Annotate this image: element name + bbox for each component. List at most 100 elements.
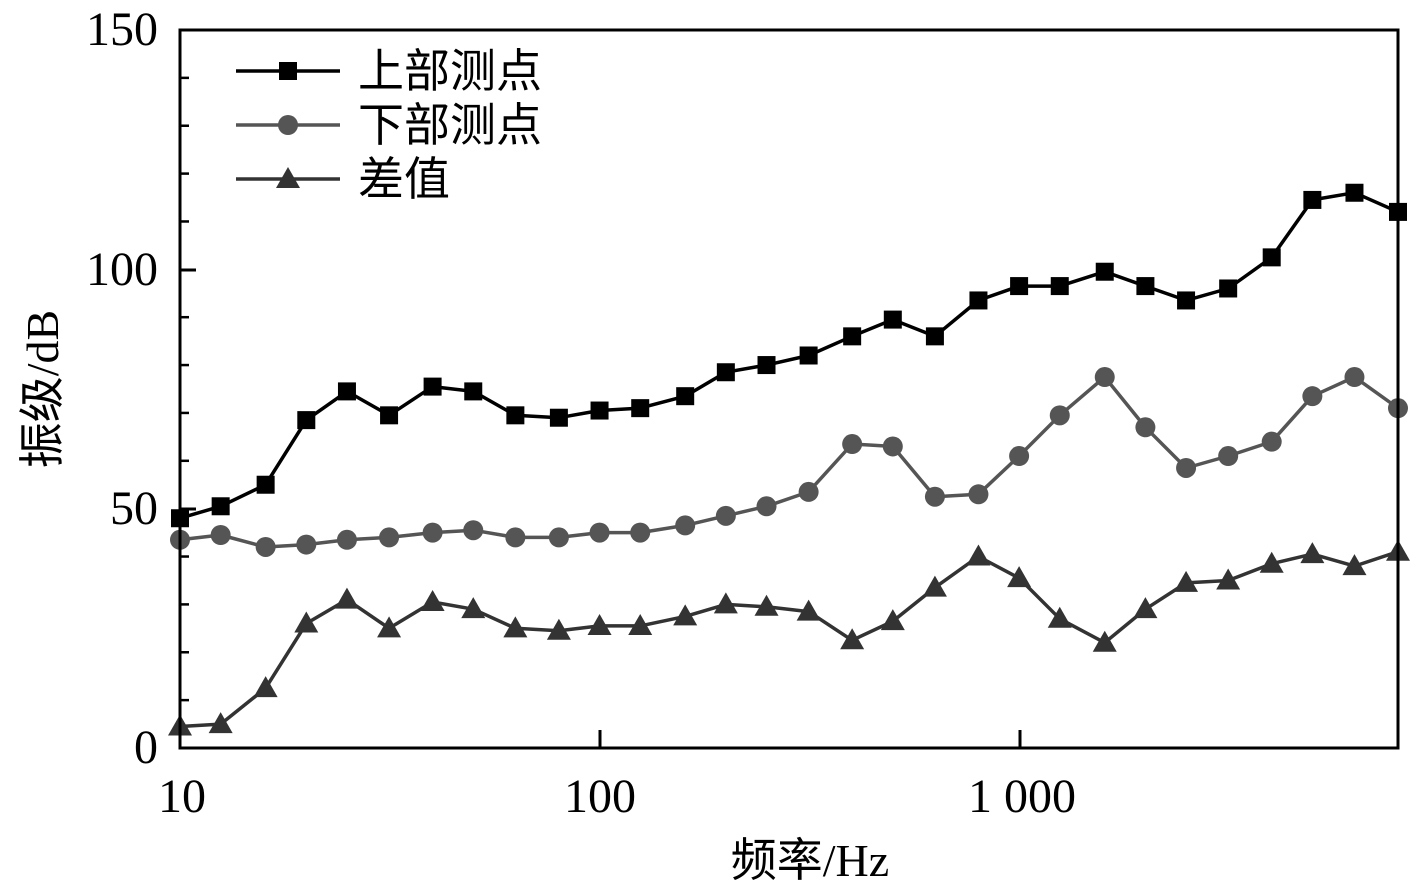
data-point bbox=[1177, 291, 1196, 310]
data-point bbox=[379, 527, 400, 548]
data-point bbox=[1047, 606, 1072, 628]
data-point bbox=[1010, 277, 1029, 296]
data-point bbox=[1345, 183, 1364, 202]
data-point bbox=[757, 356, 776, 375]
y-tick-label-100: 100 bbox=[86, 243, 158, 296]
data-point bbox=[1344, 367, 1365, 388]
data-point bbox=[1219, 279, 1238, 298]
data-point bbox=[843, 327, 862, 346]
data-point bbox=[754, 594, 779, 616]
data-point bbox=[297, 411, 316, 430]
data-point bbox=[503, 616, 528, 638]
data-point bbox=[880, 609, 905, 631]
data-point bbox=[924, 486, 945, 507]
plot-frame bbox=[178, 28, 1400, 750]
y-tick-label-0: 0 bbox=[134, 721, 158, 774]
x-tick-label-10: 10 bbox=[158, 770, 206, 823]
data-point bbox=[423, 377, 442, 396]
data-point bbox=[1007, 566, 1032, 588]
data-point bbox=[1133, 597, 1158, 619]
legend-marker bbox=[279, 62, 297, 80]
data-point bbox=[420, 590, 445, 612]
data-point bbox=[296, 534, 317, 555]
data-point bbox=[380, 406, 399, 425]
data-point bbox=[256, 475, 275, 494]
data-point bbox=[548, 527, 569, 548]
data-point bbox=[1302, 386, 1323, 407]
data-point bbox=[506, 406, 525, 425]
data-point bbox=[1049, 405, 1070, 426]
data-point bbox=[882, 436, 903, 457]
data-point bbox=[840, 628, 865, 650]
y-axis: 0 50 100 150 振级/dB bbox=[17, 3, 196, 774]
legend-label: 上部测点 bbox=[358, 46, 542, 97]
data-point bbox=[589, 522, 610, 543]
data-point bbox=[1136, 277, 1155, 296]
data-point bbox=[210, 524, 231, 545]
series-layer bbox=[168, 183, 1410, 736]
x-tick-label-1000: 1 000 bbox=[968, 770, 1076, 823]
legend-item-1: 上部测点 bbox=[236, 46, 542, 97]
data-point bbox=[336, 529, 357, 550]
legend-label: 下部测点 bbox=[358, 100, 542, 151]
data-point bbox=[1303, 190, 1322, 209]
data-point bbox=[969, 291, 988, 310]
data-point bbox=[1050, 277, 1069, 296]
data-point bbox=[549, 408, 568, 427]
data-point bbox=[756, 496, 777, 517]
legend-marker bbox=[276, 167, 300, 188]
data-point bbox=[1262, 248, 1281, 267]
data-point bbox=[337, 382, 356, 401]
data-point bbox=[675, 515, 696, 536]
data-point bbox=[464, 382, 483, 401]
data-point bbox=[966, 544, 991, 566]
data-point bbox=[968, 484, 989, 505]
data-point bbox=[796, 599, 821, 621]
data-point bbox=[1300, 542, 1325, 564]
data-point bbox=[883, 310, 902, 329]
data-point bbox=[1216, 568, 1241, 590]
data-point bbox=[587, 613, 612, 635]
data-point bbox=[1135, 417, 1156, 438]
data-point bbox=[798, 481, 819, 502]
data-point bbox=[1259, 551, 1284, 573]
data-point bbox=[1094, 367, 1115, 388]
data-point bbox=[716, 363, 735, 382]
legend-item-3: 差值 bbox=[236, 154, 450, 205]
series-1 bbox=[171, 183, 1407, 528]
data-point bbox=[630, 522, 651, 543]
data-point bbox=[1342, 554, 1367, 576]
data-point bbox=[713, 592, 738, 614]
data-point bbox=[1095, 262, 1114, 281]
y-tick-label-50: 50 bbox=[110, 482, 158, 535]
data-point bbox=[377, 616, 402, 638]
x-axis: 10 100 1 000 频率/Hz bbox=[158, 730, 1076, 886]
data-point bbox=[925, 327, 944, 346]
data-point bbox=[461, 597, 486, 619]
series-line bbox=[179, 190, 1399, 520]
legend-label: 差值 bbox=[358, 154, 450, 205]
legend-item-2: 下部测点 bbox=[236, 100, 542, 151]
data-point bbox=[422, 522, 443, 543]
series-3 bbox=[168, 539, 1410, 736]
legend-marker bbox=[278, 115, 298, 135]
data-point bbox=[1261, 431, 1282, 452]
data-point bbox=[505, 527, 526, 548]
series-line bbox=[179, 550, 1399, 729]
data-point bbox=[546, 618, 571, 640]
data-point bbox=[1009, 446, 1030, 467]
y-axis-label: 振级/dB bbox=[17, 310, 68, 468]
data-point bbox=[628, 613, 653, 635]
data-point bbox=[799, 346, 818, 365]
data-point bbox=[631, 399, 650, 418]
data-point bbox=[294, 611, 319, 633]
data-point bbox=[673, 604, 698, 626]
data-point bbox=[676, 387, 695, 406]
x-axis-label: 频率/Hz bbox=[731, 835, 889, 886]
data-point bbox=[715, 505, 736, 526]
data-point bbox=[211, 497, 230, 516]
data-point bbox=[1174, 570, 1199, 592]
data-point bbox=[590, 401, 609, 420]
data-point bbox=[1218, 446, 1239, 467]
